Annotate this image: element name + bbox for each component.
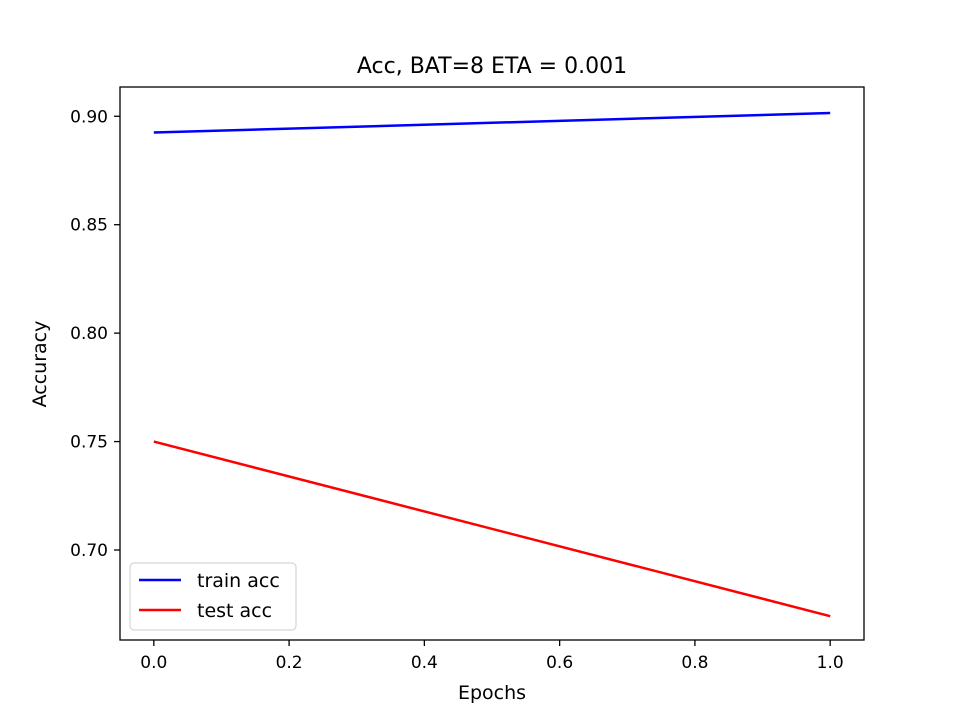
- y-axis-label: Accuracy: [29, 321, 51, 408]
- chart-title: Acc, BAT=8 ETA = 0.001: [357, 54, 627, 79]
- y-tick-label: 0.75: [70, 433, 108, 453]
- series-line-test-acc: [153, 440, 831, 618]
- x-tick-label: 0.2: [276, 653, 303, 673]
- y-axis-ticks: 0.70 0.75 0.80 0.85 0.90: [70, 107, 120, 561]
- legend-label-train-acc: train acc: [197, 570, 280, 592]
- x-tick-label: 1.0: [817, 653, 844, 673]
- series-lines: [153, 111, 831, 618]
- x-tick-label: 0.6: [546, 653, 573, 673]
- plot-frame: [119, 86, 865, 641]
- x-tick-label: 0.8: [681, 653, 708, 673]
- x-axis-ticks: 0.0 0.2 0.4 0.6 0.8 1.0: [140, 640, 844, 673]
- y-tick-label: 0.70: [70, 541, 108, 561]
- y-tick-label: 0.85: [70, 216, 108, 236]
- legend-label-test-acc: test acc: [197, 600, 272, 622]
- x-tick-label: 0.4: [411, 653, 438, 673]
- series-line-train-acc: [153, 111, 831, 134]
- x-axis-label: Epochs: [458, 682, 526, 704]
- y-tick-label: 0.80: [70, 324, 108, 344]
- x-tick-label: 0.0: [140, 653, 167, 673]
- y-tick-label: 0.90: [70, 107, 108, 127]
- legend: train acc test acc: [129, 562, 297, 631]
